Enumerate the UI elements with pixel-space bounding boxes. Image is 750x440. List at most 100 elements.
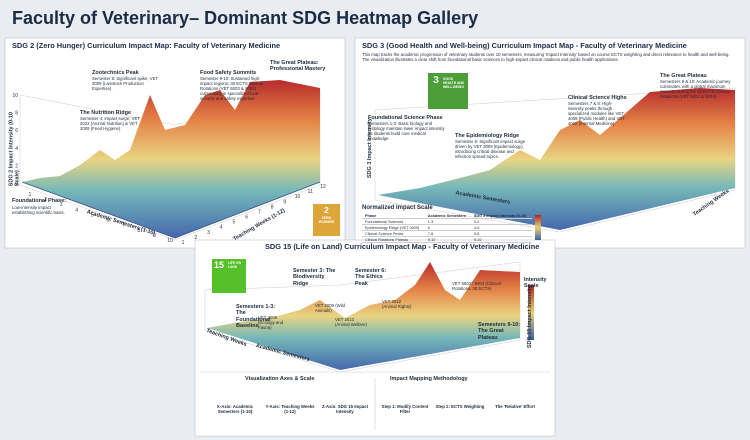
- table-row: Clinical Science Peaks 7-8 5-8: [362, 230, 532, 237]
- tick-label: 4: [75, 207, 78, 213]
- legend-title: Intensity Scale: [524, 277, 547, 290]
- annotation-heading: The Epidemiology Ridge: [455, 133, 520, 139]
- color-scale: [535, 215, 541, 240]
- annotation-heading: Foundational Phase:: [12, 198, 67, 204]
- table-cell: 5-8: [470, 230, 532, 237]
- annotation-heading: The Great Plateau: Professional Mastery: [270, 60, 326, 73]
- badge-label: LIFE ON LAND: [228, 261, 242, 269]
- tick-label: 2: [15, 163, 18, 169]
- annotation-heading: Clinical Science Highs: [568, 95, 627, 101]
- table-row: Epidemiology Ridge (VET 3009) 6 4-5: [362, 224, 532, 231]
- table-cell: 0-2: [470, 218, 532, 225]
- tick-label: 0: [15, 181, 18, 187]
- table-cell: Foundational Sciences: [362, 218, 425, 225]
- annotation-heading: The Great Plateau: [660, 73, 707, 79]
- annotation-text: VET 2009 (Wild Animals): [315, 303, 346, 313]
- tick-label: 6: [15, 128, 18, 134]
- table-column-header: Academic Semesters: [424, 213, 471, 219]
- table-cell: Epidemiology Ridge (VET 3009): [362, 224, 425, 231]
- panel-title: SDG 2 (Zero Hunger) Curriculum Impact Ma…: [12, 41, 281, 50]
- annotation-text: Semesters 1-3: Basic biology and histolo…: [368, 121, 445, 141]
- table-cell: 7-8: [424, 230, 471, 237]
- tick-label: 5: [91, 212, 94, 218]
- tick-label: 4: [220, 225, 223, 231]
- table-cell: Clinical Rotations Plateau: [362, 236, 425, 243]
- annotation-text: VET 5003 / 5004 (Clinical Rotations, 30 …: [452, 281, 501, 291]
- tick-label: 4: [15, 146, 18, 152]
- annotation-text: VET 3012 (Animal Rights): [382, 299, 412, 309]
- annotation-text: VET 2013 (Animal Welfare): [335, 317, 367, 327]
- tick-label: 10: [295, 194, 301, 200]
- annotation-text: VET 2005 (Ecology and Fauna): [258, 315, 284, 330]
- tick-label: 7: [122, 223, 125, 229]
- surface: [19, 80, 321, 241]
- table-cell: Clinical Science Peaks: [362, 230, 425, 237]
- annotation-heading: Foundational Science Phase: [368, 115, 443, 121]
- panel-title: SDG 3 (Good Health and Well-being) Curri…: [362, 41, 687, 50]
- sdg-badge: [313, 204, 340, 236]
- annotation-text: Semester 4: Impact surge; VET 2022 (Anim…: [80, 116, 140, 131]
- annotation-heading: Semesters 1-3: The Foundational Baseline: [236, 304, 276, 329]
- tick-label: 6: [245, 215, 248, 221]
- badge-number: 2: [324, 206, 329, 215]
- badge-label: GOOD HEALTH AND WELL-BEING: [443, 77, 465, 89]
- tick-label: 9: [283, 199, 286, 205]
- sdg-badge: [428, 73, 468, 109]
- tick-label: 3: [60, 202, 63, 208]
- tick-label: 6: [106, 218, 109, 224]
- tick-label: 7: [258, 209, 261, 215]
- tick-label: 9: [153, 233, 156, 239]
- axis-label: SDG 3 Impact Intensity: [366, 118, 373, 179]
- tick-label: 1: [182, 240, 185, 246]
- tick-label: 2: [194, 235, 197, 241]
- color-scale: [528, 285, 534, 340]
- section-title: Visualization Axes & Scale: [245, 376, 315, 382]
- annotation-text: Low-intensity impact establishing scient…: [12, 205, 65, 215]
- badge-number: 3: [433, 75, 439, 86]
- tick-label: 10: [167, 238, 173, 244]
- table-row: Foundational Sciences 1-3 0-2: [362, 218, 532, 225]
- table-header: Phase Academic Semesters SDG 3 Impact Inte…: [362, 213, 532, 219]
- section-item: Y-Axis: Teaching Weeks (1-12): [265, 404, 315, 414]
- section-item: The 'Relative' Effort: [494, 404, 535, 409]
- page-title: Faculty of Veterinary– Dominant SDG Heat…: [12, 8, 479, 28]
- table-cell: 1-3: [424, 218, 471, 225]
- section-item: Step 1: Modify Content Filter: [381, 404, 429, 414]
- annotation-heading: Semesters 9-10: The Great Plateau: [478, 322, 521, 341]
- tick-label: 8: [137, 228, 140, 234]
- annotation-heading: Zootechnics Peak: [92, 70, 139, 76]
- section-item: X-Axis: Academic Semesters (1-10): [216, 404, 254, 414]
- tick-label: 3: [207, 230, 210, 236]
- annotation-text: Semester 8: Significant spike; VET 3009 …: [92, 76, 159, 91]
- surface: [374, 87, 736, 233]
- tick-label: 8: [15, 111, 18, 117]
- panel-title: SDG 15 (Life on Land) Curriculum Impact …: [265, 242, 540, 251]
- annotation-heading: Food Safety Summits: [200, 70, 257, 76]
- scale-title: Normalized Impact Scale: [362, 205, 433, 211]
- tick-label: 10: [12, 93, 18, 99]
- tick-label: 5: [233, 220, 236, 226]
- badge-label: ZERO HUNGER: [318, 216, 335, 224]
- sdg-badge: [212, 259, 246, 293]
- annotation-heading: The Nutrition Ridge: [80, 110, 132, 116]
- table-cell: 9-10: [470, 236, 532, 243]
- badge-number: 15: [214, 260, 225, 270]
- annotation-heading: Semester 6: The Ethics Peak: [355, 268, 387, 287]
- tick-label: 1: [29, 192, 32, 198]
- tick-label: 2: [44, 197, 47, 203]
- tick-label: 11: [308, 189, 313, 195]
- scale-table: Phase Academic Semesters SDG 3 Impact Inte…: [362, 213, 532, 243]
- annotation-text: Semesters 7 & 8: High-intensity peaks th…: [568, 101, 625, 126]
- annotation-text: Semester 9-10: Sustained high-impact reg…: [200, 76, 263, 101]
- section-item: Step 2: ECTS Weighting: [435, 404, 485, 409]
- table-column-header: SDG 3 Impact Intensity (0-10): [470, 213, 532, 219]
- annotation-text: Semester 6: Significant impact surge dri…: [455, 139, 525, 159]
- tick-label: 12: [320, 184, 326, 190]
- table-cell: 4-5: [470, 224, 532, 231]
- table-row: Clinical Rotations Plateau 9-10 9-10: [362, 236, 532, 243]
- section-item: Z-Axis: SDG 15 Impact Intensity: [321, 404, 369, 414]
- table-body: Foundational Sciences 1-3 0-2 Epidemiology …: [362, 218, 532, 243]
- panel-subtitle: This map tracks the academic progression…: [362, 52, 730, 62]
